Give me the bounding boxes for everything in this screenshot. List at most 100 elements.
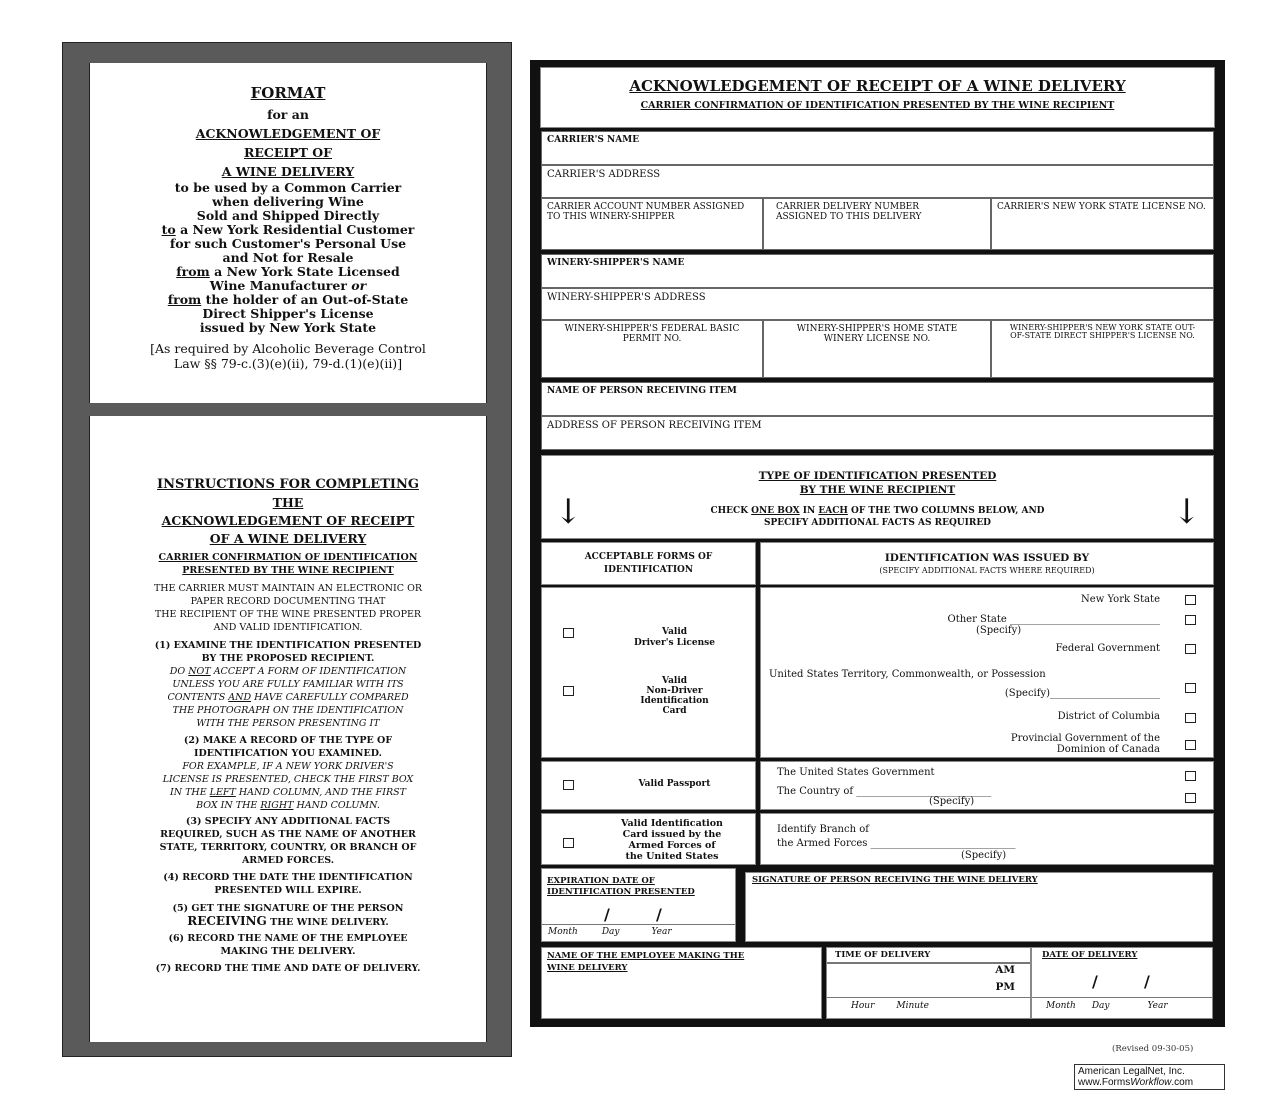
- id-type-header: TYPE OF IDENTIFICATION PRESENTED BY THE …: [541, 455, 1214, 539]
- winery-name-field[interactable]: WINERY-SHIPPER'S NAME: [541, 254, 1214, 288]
- date-labels: Month Day Year: [1032, 997, 1212, 1014]
- format-line: issued by New York State: [199, 320, 377, 335]
- instructions-title: OF A WINE DELIVERY: [209, 531, 367, 546]
- form-subtitle: CARRIER CONFIRMATION OF IDENTIFICATION P…: [640, 100, 1115, 111]
- form-title: ACKNOWLEDGEMENT OF RECEIPT OF A WINE DEL…: [629, 77, 1126, 95]
- am-option[interactable]: AM: [995, 964, 1015, 976]
- us-government-checkbox[interactable]: [1185, 771, 1196, 781]
- canada-checkbox[interactable]: [1185, 740, 1196, 750]
- issuer-canada: Provincial Government of the Dominion of …: [1010, 733, 1160, 755]
- intro-line: THE RECIPIENT OF THE WINE PRESENTED PROP…: [154, 609, 422, 620]
- winery-address-field[interactable]: WINERY-SHIPPER'S ADDRESS: [541, 288, 1214, 320]
- non-driver-id-checkbox[interactable]: [563, 686, 574, 696]
- ny-checkbox[interactable]: [1185, 595, 1196, 605]
- step-1-note: DO NOT ACCEPT A FORM OF IDENTIFICATION U…: [167, 666, 409, 729]
- employee-name-field[interactable]: NAME OF THE EMPLOYEE MAKING THE WINE DELI…: [541, 947, 822, 1019]
- military-id-cell: Valid Identification Card issued by the Ar…: [541, 813, 756, 865]
- expiration-date-field[interactable]: EXPIRATION DATE OF IDENTIFICATION PRESENT…: [541, 868, 736, 942]
- step-2: (2) MAKE A RECORD OF THE TYPE OF: [183, 735, 393, 746]
- dc-checkbox[interactable]: [1185, 713, 1196, 723]
- issuer-other-state[interactable]: Other State ____________________________…: [947, 614, 1160, 625]
- military-id-label: Valid Identification Card issued by the Ar…: [621, 818, 723, 862]
- territory-specify[interactable]: (Specify)______________________: [1004, 688, 1160, 699]
- passport-label: Valid Passport: [638, 779, 711, 789]
- format-line: and Not for Resale: [222, 250, 354, 265]
- specify-label: (Specify): [929, 796, 975, 807]
- issuer-federal: Federal Government: [1055, 643, 1160, 654]
- format-title: FORMAT: [250, 84, 326, 102]
- federal-checkbox[interactable]: [1185, 644, 1196, 654]
- drivers-license-label: Valid Driver's License: [634, 627, 715, 648]
- military-id-checkbox[interactable]: [563, 838, 574, 848]
- specify-label: (Specify): [976, 625, 1022, 636]
- format-line: Sold and Shipped Directly: [196, 208, 380, 223]
- signature-label: SIGNATURE OF PERSON RECEIVING THE WINE D…: [752, 875, 1038, 885]
- pm-option[interactable]: PM: [995, 981, 1015, 993]
- instructions-title: ACKNOWLEDGEMENT OF RECEIPT: [161, 513, 415, 528]
- step-4: (4) RECORD THE DATE THE IDENTIFICATION PR…: [163, 872, 413, 896]
- issuer-cell-2: The United States Government The Country…: [760, 761, 1214, 810]
- issuer-us-government: The United States Government: [777, 767, 935, 778]
- signature-field[interactable]: SIGNATURE OF PERSON RECEIVING THE WINE D…: [745, 872, 1213, 942]
- country-checkbox[interactable]: [1185, 793, 1196, 803]
- issuer-branch: Identify Branch of: [777, 824, 869, 835]
- other-state-checkbox[interactable]: [1185, 615, 1196, 625]
- format-line: from the holder of an Out-of-State: [167, 292, 409, 307]
- recipient-name-field[interactable]: NAME OF PERSON RECEIVING ITEM: [541, 382, 1214, 416]
- instructions-section: INSTRUCTIONS FOR COMPLETING THE ACKNOWLE…: [89, 416, 487, 1042]
- winery-federal-permit-field[interactable]: WINERY-SHIPPER'S FEDERAL BASIC PERMIT NO…: [541, 320, 763, 378]
- carrier-delivery-number-field[interactable]: CARRIER DELIVERY NUMBER ASSIGNED TO THIS…: [763, 198, 991, 250]
- step-2: IDENTIFICATION YOU EXAMINED.: [194, 748, 382, 759]
- id-type-title: BY THE WINE RECIPIENT: [799, 484, 956, 496]
- revision-date: (Revised 09-30-05): [1112, 1044, 1194, 1054]
- carrier-account-number-field[interactable]: CARRIER ACCOUNT NUMBER ASSIGNED TO THIS …: [541, 198, 763, 250]
- acceptable-forms-header: ACCEPTABLE FORMS OF IDENTIFICATION: [541, 542, 756, 585]
- date-separator: /: [1144, 972, 1150, 991]
- recipient-address-field[interactable]: ADDRESS OF PERSON RECEIVING ITEM: [541, 416, 1214, 450]
- issuer-country[interactable]: The Country of _________________________…: [777, 786, 992, 797]
- step-5: (5) GET THE SIGNATURE OF THE PERSON RECEI…: [172, 903, 404, 928]
- intro-line: THE CARRIER MUST MAINTAIN AN ELECTRONIC …: [153, 583, 423, 594]
- passport-cell: Valid Passport: [541, 761, 756, 810]
- format-line: to a New York Residential Customer: [161, 222, 415, 237]
- issuer-territory: United States Territory, Commonwealth, o…: [769, 669, 1046, 680]
- intro-line: PAPER RECORD DOCUMENTING THAT: [190, 596, 386, 607]
- carrier-name-field[interactable]: CARRIER'S NAME: [541, 131, 1214, 165]
- issuer-cell-1: New York State Other State _____________…: [760, 587, 1214, 758]
- format-line: for an: [267, 107, 309, 122]
- winery-home-license-field[interactable]: WINERY-SHIPPER'S HOME STATE WINERY LICEN…: [763, 320, 991, 378]
- date-of-delivery-field[interactable]: DATE OF DELIVERY / / Month Day Year: [1031, 947, 1213, 1019]
- date-separator: /: [656, 905, 662, 924]
- format-line: for such Customer's Personal Use: [169, 236, 407, 251]
- check-instructions: SPECIFY ADDITIONAL FACTS AS REQUIRED: [763, 518, 991, 528]
- step-6: (6) RECORD THE NAME OF THE EMPLOYEE MAKIN…: [168, 933, 408, 957]
- issued-by-header: IDENTIFICATION WAS ISSUED BY (SPECIFY ADD…: [760, 542, 1214, 585]
- drivers-license-checkbox[interactable]: [563, 628, 574, 638]
- date-label: DATE OF DELIVERY: [1042, 950, 1138, 960]
- down-arrow-icon: ↓: [1172, 492, 1202, 532]
- carrier-license-field[interactable]: CARRIER'S NEW YORK STATE LICENSE NO.: [991, 198, 1214, 250]
- carrier-address-field[interactable]: CARRIER'S ADDRESS: [541, 165, 1214, 198]
- format-line: A WINE DELIVERY: [221, 164, 355, 179]
- format-section: FORMAT for an ACKNOWLEDGEMENT OF RECEIPT…: [89, 63, 487, 403]
- step-2-note: FOR EXAMPLE, IF A NEW YORK DRIVER'S LICE…: [162, 761, 414, 811]
- format-line: Direct Shipper's License: [202, 306, 374, 321]
- winery-ny-license-field[interactable]: WINERY-SHIPPER'S NEW YORK STATE OUT-OF-S…: [991, 320, 1214, 378]
- issuer-ny: New York State: [1081, 594, 1160, 605]
- armed-forces-field[interactable]: the Armed Forces _______________________…: [777, 838, 1016, 849]
- left-panel: FORMAT for an ACKNOWLEDGEMENT OF RECEIPT…: [62, 42, 512, 1057]
- law-citation: Law §§ 79-c.(3)(e)(ii), 79-d.(1)(e)(ii)]: [173, 356, 403, 371]
- non-driver-id-label: Valid Non-Driver Identification Card: [640, 676, 709, 716]
- check-instructions: CHECK ONE BOX IN EACH OF THE TWO COLUMNS…: [710, 506, 1045, 516]
- issuer-cell-3: Identify Branch of the Armed Forces ____…: [760, 813, 1214, 865]
- passport-checkbox[interactable]: [563, 780, 574, 790]
- instructions-subtitle: PRESENTED BY THE WINE RECIPIENT: [182, 565, 394, 576]
- date-labels: Month Day Year: [542, 924, 735, 939]
- format-line: to be used by a Common Carrier: [174, 180, 402, 195]
- time-of-delivery-field[interactable]: TIME OF DELIVERY AM PM Hour Minute: [826, 947, 1031, 1019]
- time-label: TIME OF DELIVERY: [835, 950, 931, 960]
- law-citation: [As required by Alcoholic Beverage Contr…: [150, 341, 426, 356]
- territory-checkbox[interactable]: [1185, 683, 1196, 693]
- issuer-dc: District of Columbia: [1057, 711, 1160, 722]
- license-forms-cell: Valid Driver's License Valid Non-Driver Ide…: [541, 587, 756, 758]
